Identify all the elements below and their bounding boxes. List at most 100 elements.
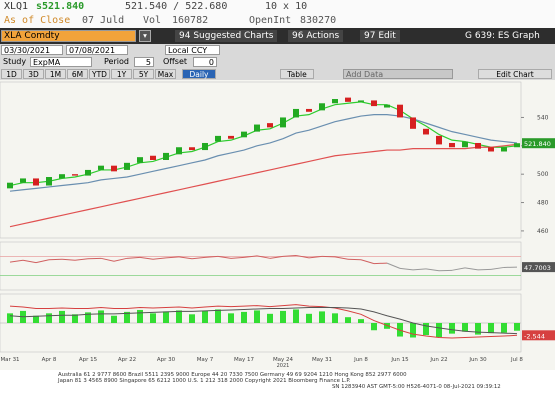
oscillator-segment: [230, 256, 245, 259]
oscillator-segment: [425, 268, 440, 272]
range-button[interactable]: 6M: [67, 69, 88, 79]
suggested-charts[interactable]: 94 Suggested Charts: [175, 30, 278, 42]
range-button[interactable]: 1M: [45, 69, 66, 79]
last-value-box: [522, 262, 555, 273]
currency[interactable]: Local CCY: [165, 45, 220, 55]
candle: [436, 135, 442, 145]
oscillator-segment: [74, 258, 89, 261]
candle: [280, 117, 286, 128]
footer-line: SN 1283940 AST GMT-5:00 H526-4071-0 08-J…: [332, 384, 501, 390]
oscillator-segment: [152, 257, 167, 260]
offset[interactable]: 0: [193, 57, 217, 67]
candle: [46, 177, 52, 186]
x-tick-label: May 7: [197, 357, 214, 363]
oscillator-segment: [35, 259, 50, 264]
candle: [501, 147, 507, 152]
histogram-bar: [85, 312, 91, 323]
histogram-bar: [59, 310, 65, 323]
oscillator-segment: [139, 256, 154, 260]
candle: [20, 178, 26, 183]
range-button[interactable]: 1D: [1, 69, 22, 79]
histogram-bar: [267, 313, 273, 323]
range-button[interactable]: Max: [155, 69, 176, 79]
oscillator-segment: [100, 257, 115, 262]
histogram-bar: [189, 314, 195, 323]
edit-chart[interactable]: Edit Chart: [478, 69, 552, 79]
x-tick-label: May 17: [234, 357, 255, 363]
end-date[interactable]: 07/08/2021: [66, 45, 128, 55]
moving-average: [9, 114, 518, 192]
candle: [449, 142, 455, 148]
range-button[interactable]: YTD: [89, 69, 110, 79]
moving-average: [9, 143, 518, 228]
security-input[interactable]: XLA Comdty: [1, 30, 136, 42]
study-label: Study: [3, 57, 27, 66]
range-button[interactable]: 3D: [23, 69, 44, 79]
security-menu[interactable]: ▾: [139, 30, 151, 42]
oi: 830270: [300, 15, 337, 26]
range-row: Daily Table Add Data Edit Chart 1D 3D 1M 6M…: [0, 68, 555, 80]
add-data[interactable]: Add Data: [343, 69, 453, 79]
candle: [59, 174, 65, 179]
bid-ask: 521.540 / 522.680: [125, 1, 228, 12]
actions[interactable]: 96 Actions: [288, 30, 344, 42]
start-date[interactable]: 03/30/2021: [1, 45, 63, 55]
histogram-bar: [332, 313, 338, 323]
footer-background: [0, 370, 555, 400]
as-of: As of Close: [4, 15, 71, 26]
histogram-bar: [371, 323, 377, 331]
frequency[interactable]: Daily: [182, 69, 216, 79]
candle: [137, 157, 143, 163]
last-value-box: [522, 330, 555, 341]
x-tick-label: Jun 8: [353, 357, 368, 363]
command-bar: XLA Comdty ▾ 94 Suggested Charts 96 Acti…: [0, 28, 555, 44]
candle: [371, 100, 377, 107]
offset-label: Offset: [163, 57, 188, 66]
candle: [254, 124, 260, 132]
histogram-bar: [293, 309, 299, 323]
histogram-bar: [150, 313, 156, 323]
candle: [33, 178, 39, 186]
oscillator-segment: [464, 267, 479, 271]
histogram-bar: [319, 311, 325, 323]
oscillator-segment: [243, 255, 258, 258]
close-row: As of Close 07 Juld Vol 160782 OpenInt 8…: [0, 14, 555, 28]
oscillator-segment: [165, 256, 180, 259]
x-tick-label: Apr 15: [79, 357, 98, 363]
date-row: 03/30/2021 07/08/2021 Local CCY: [0, 44, 555, 56]
candle: [111, 165, 117, 172]
oscillator-segment: [61, 258, 76, 261]
table[interactable]: Table: [280, 69, 314, 79]
histogram-bar: [436, 323, 442, 338]
moving-average: [9, 101, 518, 187]
candle: [163, 152, 169, 160]
study[interactable]: ExpMA: [30, 57, 92, 67]
range-button[interactable]: 5Y: [133, 69, 154, 79]
period[interactable]: 5: [134, 57, 154, 67]
footer-line: Japan 81 3 4565 8900 Singapore 65 6212 1…: [57, 378, 351, 384]
candle: [306, 108, 312, 112]
last-value: -2.544: [524, 332, 545, 340]
candle: [98, 165, 104, 170]
candle: [215, 135, 221, 142]
vol-label: Vol: [143, 15, 162, 26]
footer-line: Australia 61 2 9777 8600 Brazil 5511 239…: [58, 372, 407, 378]
candle: [124, 162, 130, 170]
oscillator-segment: [22, 259, 37, 264]
oscillator-segment: [113, 257, 128, 262]
oi-label: OpenInt: [249, 15, 292, 26]
histogram-bar: [306, 313, 312, 323]
x-tick-label: Jun 22: [429, 357, 447, 363]
candle: [384, 104, 390, 108]
histogram-bar: [345, 317, 351, 323]
histogram-bar: [462, 323, 468, 332]
histogram-bar: [98, 310, 104, 323]
candle: [358, 100, 364, 102]
x-tick-label: Jun 30: [468, 357, 487, 363]
histogram-bar: [163, 311, 169, 323]
edit[interactable]: 97 Edit: [360, 30, 400, 42]
range-button[interactable]: 1Y: [111, 69, 132, 79]
oscillator-segment: [412, 268, 427, 271]
histogram-bar: [358, 319, 364, 323]
x-tick-label: Jun 15: [390, 357, 409, 363]
